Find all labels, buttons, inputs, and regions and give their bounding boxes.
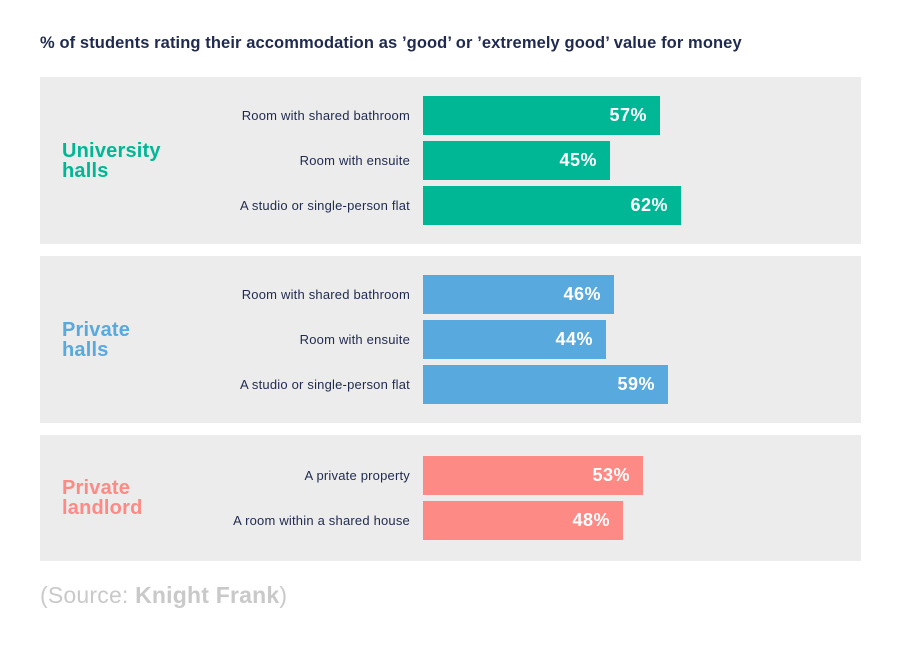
bar-category-label: Room with shared bathroom <box>241 108 410 123</box>
group-rows: A private property 53% A room within a s… <box>40 456 861 540</box>
bar: 44% <box>423 320 606 359</box>
bar: 57% <box>423 96 660 135</box>
bar: 48% <box>423 501 623 540</box>
bar-category-label: Room with ensuite <box>299 153 410 168</box>
bar-value-label: 48% <box>572 510 610 530</box>
bar-value-label: 62% <box>630 195 668 215</box>
group-label: University halls <box>62 139 161 182</box>
source-suffix: ) <box>279 582 288 608</box>
bar-row: Room with ensuite 45% <box>40 141 861 180</box>
bar-value-label: 57% <box>609 105 647 125</box>
chart-group-panel: University halls Room with shared bathro… <box>40 77 861 244</box>
bar-category-label: Room with ensuite <box>299 332 410 347</box>
bar-value-label: 53% <box>592 465 630 485</box>
bar-category-label: A studio or single-person flat <box>239 198 410 213</box>
chart-group-panel: Private landlord A private property 53% … <box>40 435 861 561</box>
source-name: Knight Frank <box>135 582 280 608</box>
bar-category-label: Room with shared bathroom <box>241 287 410 302</box>
bar: 45% <box>423 141 610 180</box>
bar-value-label: 44% <box>555 329 593 349</box>
group-rows: Room with shared bathroom 46% Room with … <box>40 275 861 404</box>
bar-row: A studio or single-person flat 62% <box>40 186 861 225</box>
bar-value-label: 45% <box>559 150 597 170</box>
chart-title: % of students rating their accommodation… <box>40 34 742 52</box>
bar-row: A studio or single-person flat 59% <box>40 365 861 404</box>
bar: 59% <box>423 365 668 404</box>
chart-group-panel: Private halls Room with shared bathroom … <box>40 256 861 423</box>
bar-row: Room with shared bathroom 57% <box>40 96 861 135</box>
chart-groups: University halls Room with shared bathro… <box>40 77 861 561</box>
source-caption: (Source: Knight Frank) <box>40 582 861 609</box>
bar: 46% <box>423 275 614 314</box>
group-label: Private halls <box>62 318 131 361</box>
bar-category-label: A private property <box>304 468 410 483</box>
bar-row: A private property 53% <box>40 456 861 495</box>
bar-row: A room within a shared house 48% <box>40 501 861 540</box>
group-rows: Room with shared bathroom 57% Room with … <box>40 96 861 225</box>
bar: 53% <box>423 456 643 495</box>
source-prefix: (Source: <box>40 582 136 608</box>
bar: 62% <box>423 186 681 225</box>
bar-value-label: 46% <box>563 284 601 304</box>
bar-row: Room with ensuite 44% <box>40 320 861 359</box>
bar-value-label: 59% <box>617 374 655 394</box>
group-label: Private landlord <box>62 477 143 519</box>
bar-category-label: A room within a shared house <box>233 513 410 528</box>
bar-row: Room with shared bathroom 46% <box>40 275 861 314</box>
bar-category-label: A studio or single-person flat <box>239 377 410 392</box>
